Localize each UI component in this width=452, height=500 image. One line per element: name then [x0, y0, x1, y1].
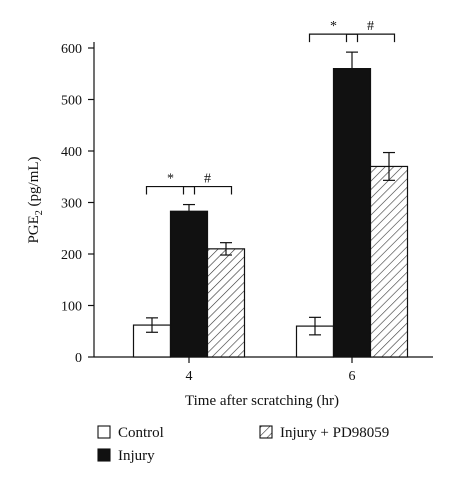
bars — [132, 67, 409, 358]
significance-bracket — [345, 33, 396, 43]
y-tick-label: 300 — [61, 197, 82, 212]
x-tick-label: 4 — [186, 369, 193, 384]
significance-bracket — [182, 185, 233, 195]
legend-label: Control — [118, 425, 164, 441]
legend: Control Injury Injury + PD98059 — [97, 425, 389, 464]
significance-symbol: # — [367, 19, 374, 34]
significance-bracket — [308, 33, 359, 43]
axis-labels: PGE2 (pg/mL) Time after scratching (hr) — [26, 156, 339, 409]
significance-symbol: # — [204, 172, 211, 187]
bar — [369, 165, 409, 358]
significance-bracket — [145, 185, 196, 195]
legend-label: Injury + PD98059 — [280, 425, 389, 441]
significance-symbol: * — [330, 19, 337, 34]
legend-swatch — [97, 425, 111, 439]
y-tick-label: 0 — [75, 351, 82, 366]
y-tick-label: 200 — [61, 248, 82, 263]
significance-symbol: * — [167, 172, 174, 187]
error-bars — [146, 51, 395, 336]
y-tick-label: 100 — [61, 300, 82, 315]
axes: 0 100 200 300 400 500 600 4 6 — [61, 42, 433, 384]
legend-swatch — [97, 448, 111, 462]
y-axis-label: PGE2 (pg/mL) — [26, 156, 45, 243]
x-axis-label: Time after scratching (hr) — [185, 393, 339, 409]
legend-swatch — [259, 425, 273, 439]
y-tick-label: 500 — [61, 94, 82, 109]
bar — [332, 67, 372, 358]
significance-markers: * # * # — [145, 19, 396, 195]
legend-label: Injury — [118, 448, 155, 464]
y-tick-label: 400 — [61, 145, 82, 160]
y-tick-label: 600 — [61, 42, 82, 57]
x-tick-label: 6 — [349, 369, 356, 384]
bar — [169, 210, 209, 358]
bar — [206, 248, 246, 358]
